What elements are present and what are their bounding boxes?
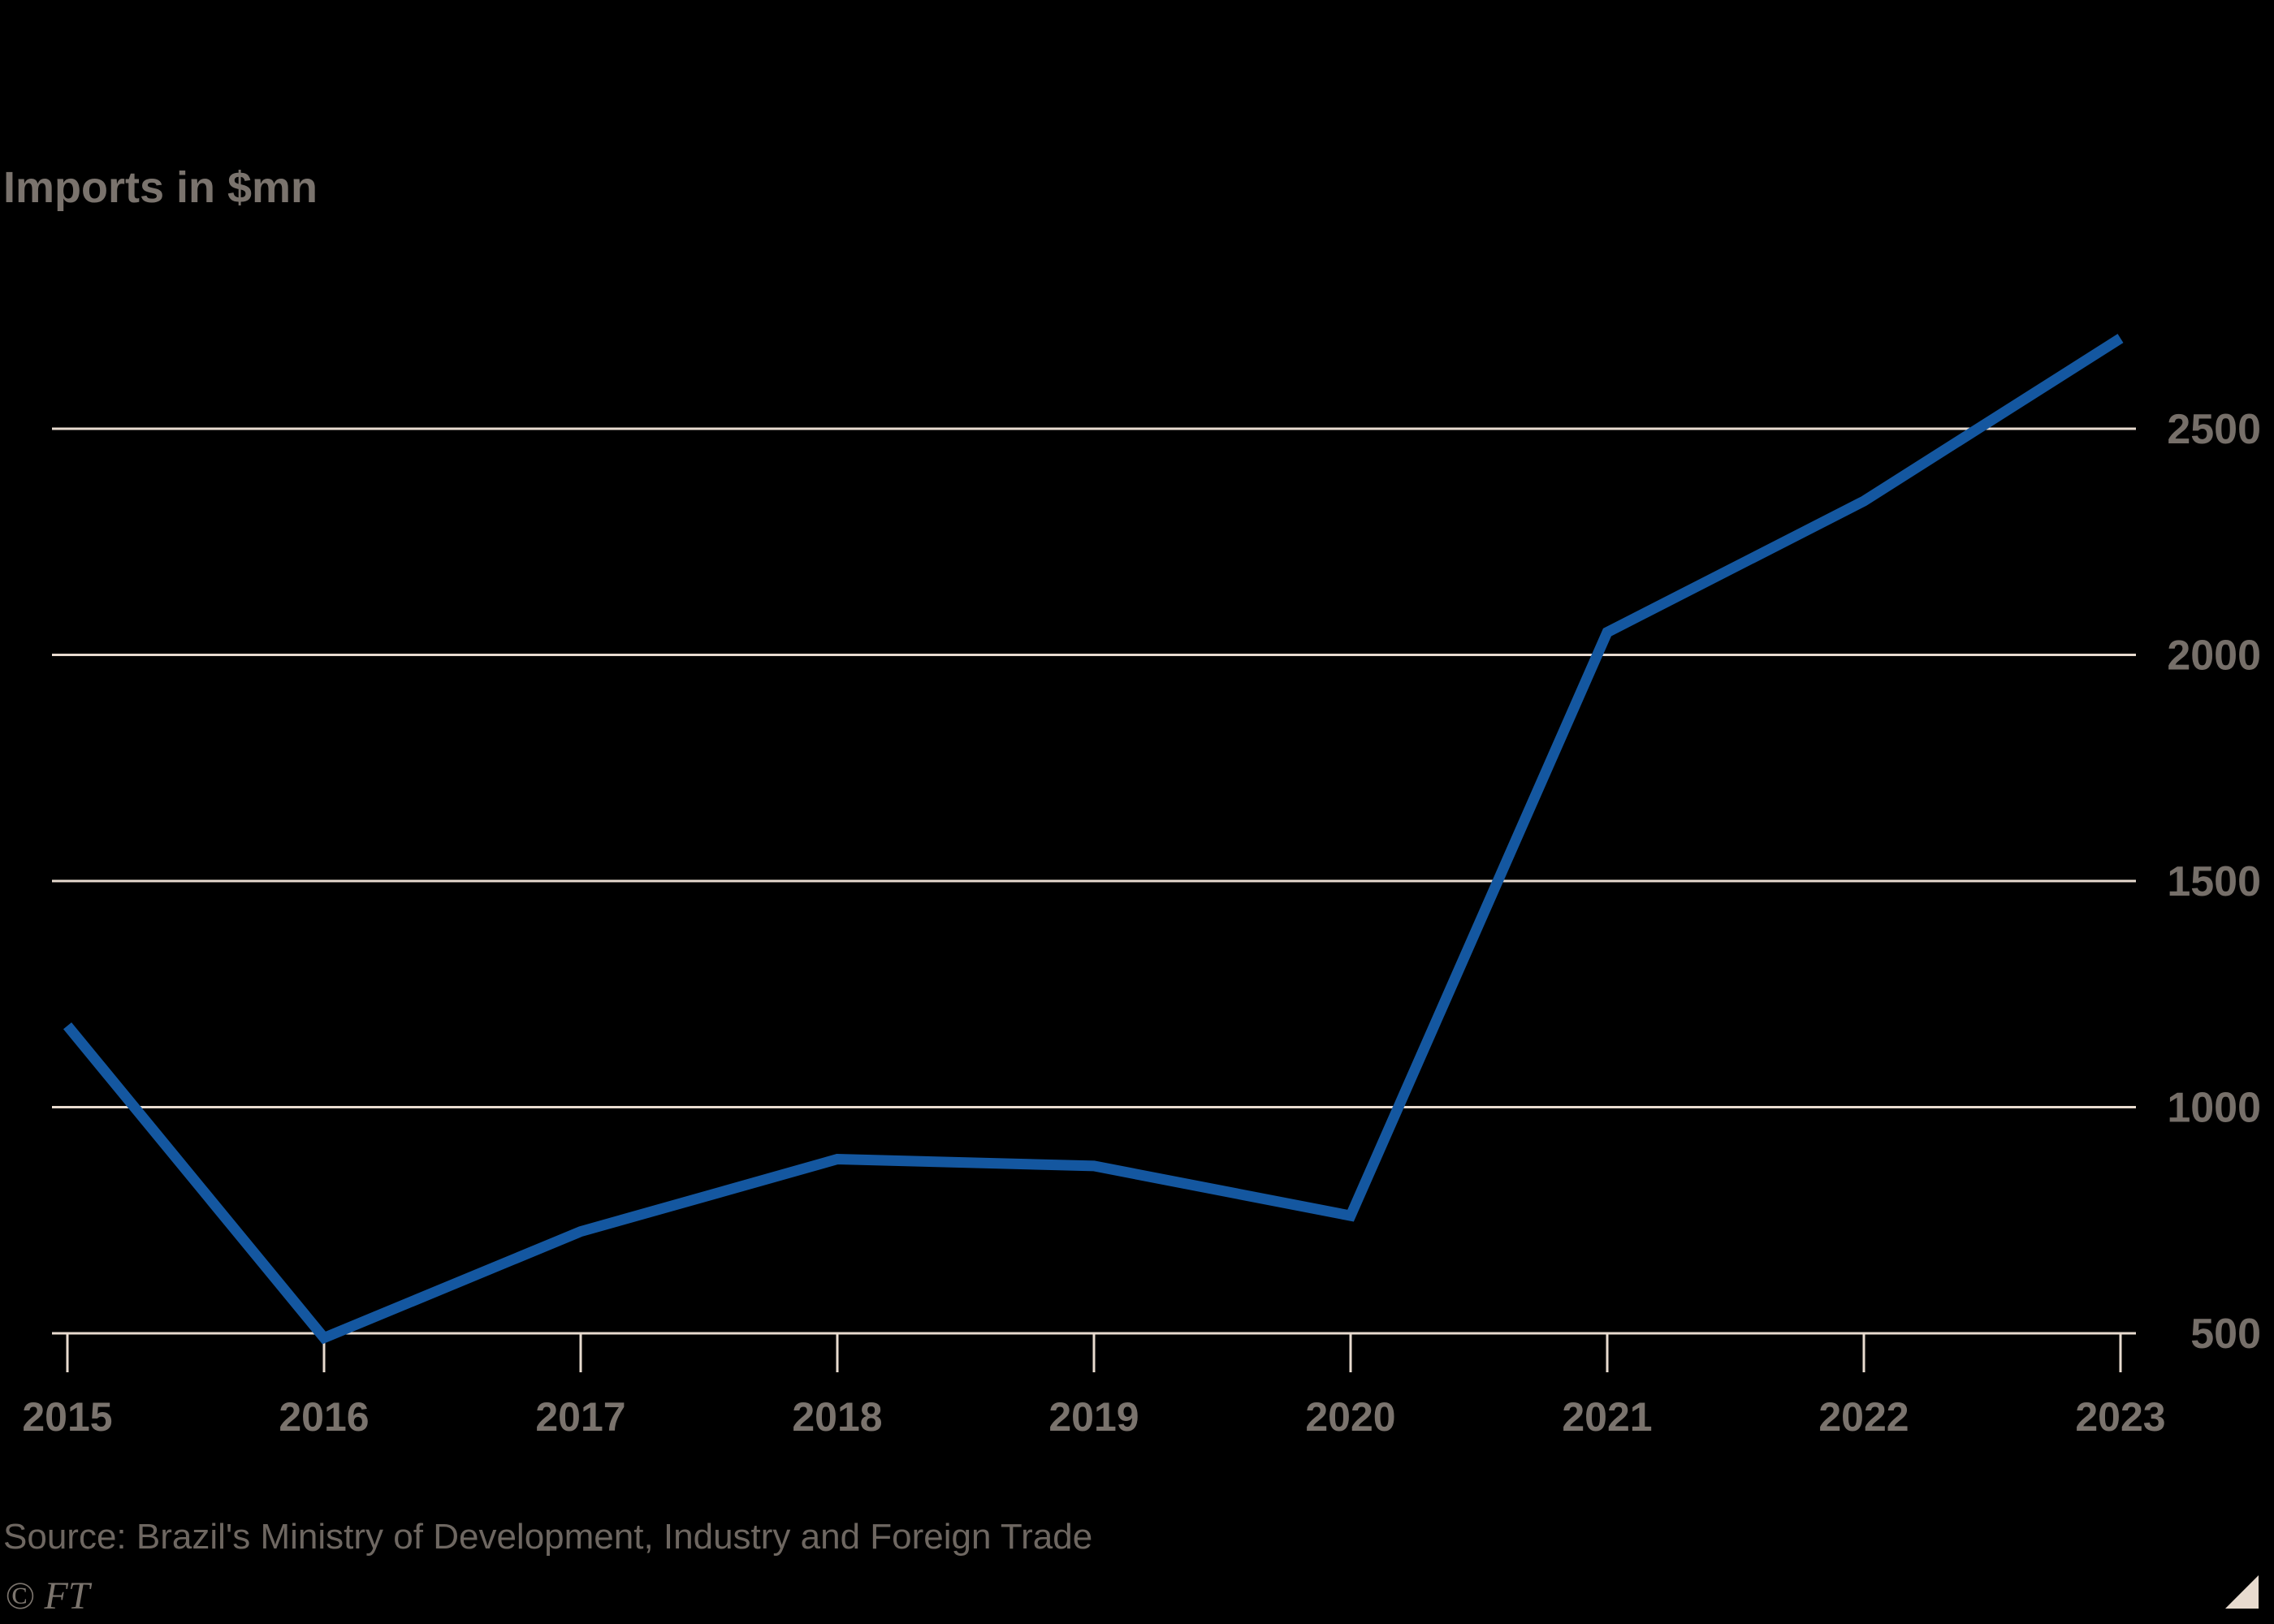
y-tick-label-500: 500 [2190, 1311, 2261, 1358]
x-tick-labels: 2015 2016 2017 2018 2019 2020 2021 2022 2023 [22, 1394, 2165, 1440]
x-tick-label-2016: 2016 [279, 1394, 369, 1440]
ft-logo: © FT [5, 1574, 90, 1618]
y-tick-label-2500: 2500 [2167, 406, 2261, 453]
x-tick-label-2022: 2022 [1818, 1394, 1909, 1440]
x-tick-label-2023: 2023 [2075, 1394, 2165, 1440]
x-tick-label-2020: 2020 [1305, 1394, 1395, 1440]
x-tick-label-2018: 2018 [792, 1394, 882, 1440]
x-tick-label-2021: 2021 [1562, 1394, 1652, 1440]
corner-triangle-icon [2225, 1575, 2259, 1609]
gridlines [52, 427, 2136, 1108]
x-ticks [66, 1333, 2122, 1372]
y-tick-label-1500: 1500 [2167, 858, 2261, 905]
x-tick-label-2017: 2017 [535, 1394, 625, 1440]
x-tick-label-2019: 2019 [1048, 1394, 1139, 1440]
y-tick-label-2000: 2000 [2167, 633, 2261, 680]
y-tick-labels: 500 1000 1500 2000 2500 [2167, 406, 2261, 1358]
y-tick-label-1000: 1000 [2167, 1085, 2261, 1132]
imports-series-line [63, 334, 2124, 1345]
x-tick-label-2015: 2015 [22, 1394, 112, 1440]
source-note: Source: Brazil's Ministry of Development… [3, 1517, 1093, 1557]
chart-title: Imports in $mn [3, 163, 318, 212]
